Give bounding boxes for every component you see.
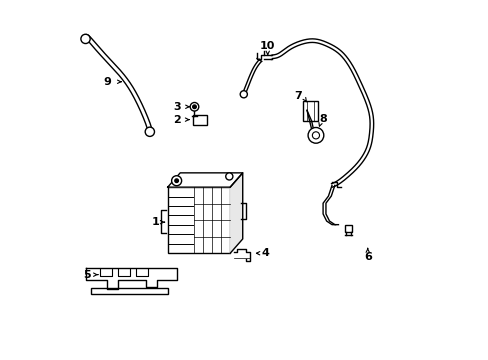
Polygon shape (167, 173, 242, 187)
Bar (192, 114, 206, 125)
Circle shape (190, 103, 198, 111)
Circle shape (145, 127, 154, 136)
Text: 7: 7 (294, 91, 302, 101)
Text: 9: 9 (103, 77, 111, 87)
Polygon shape (85, 267, 176, 289)
Bar (167, 187, 230, 253)
Text: 6: 6 (363, 252, 371, 262)
Text: 4: 4 (262, 248, 269, 258)
Text: 5: 5 (83, 270, 91, 280)
Circle shape (312, 132, 319, 139)
Bar (344, 225, 352, 232)
Text: 1: 1 (151, 217, 159, 227)
Text: 3: 3 (172, 102, 180, 112)
Circle shape (192, 105, 196, 109)
Text: 8: 8 (319, 113, 326, 123)
Circle shape (81, 34, 90, 44)
Circle shape (240, 91, 247, 98)
Text: 2: 2 (172, 114, 180, 125)
Circle shape (175, 179, 178, 183)
Circle shape (225, 173, 232, 180)
Circle shape (171, 176, 181, 186)
Text: 10: 10 (260, 41, 275, 51)
Circle shape (307, 127, 323, 143)
Bar (91, 288, 167, 294)
Polygon shape (230, 173, 242, 253)
Bar (303, 102, 317, 121)
